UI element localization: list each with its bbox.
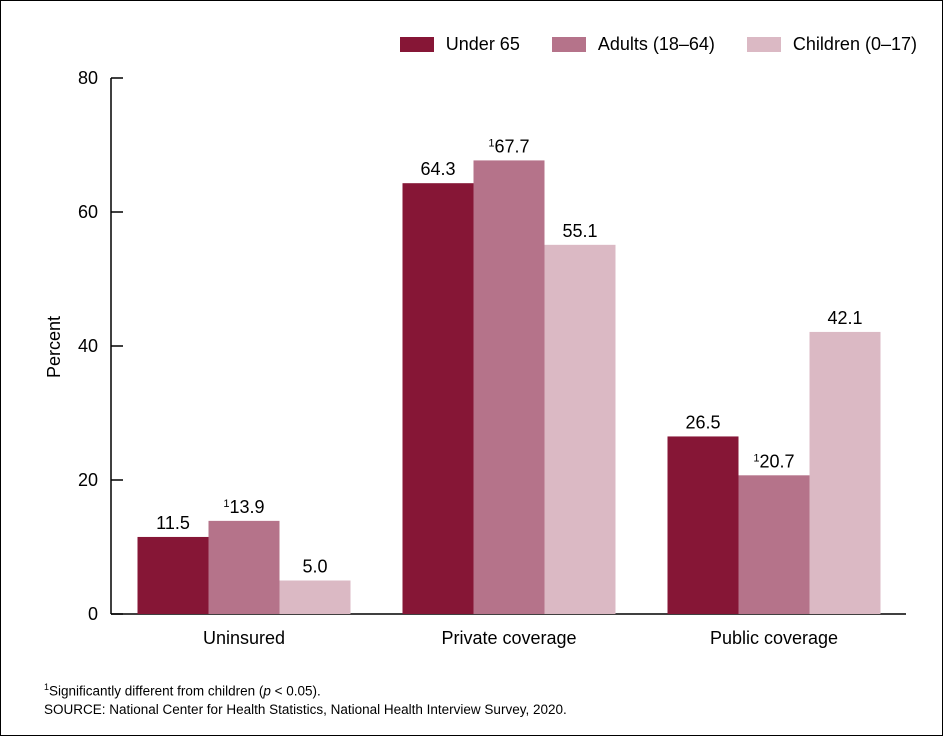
data-label: 167.7 [488,136,529,156]
data-label-value: 13.9 [230,497,265,517]
x-tick-label: Private coverage [441,628,576,648]
significance-text-prefix: Significantly different from children ( [49,683,264,699]
legend-swatch-under-65 [399,36,434,52]
data-label: 11.5 [156,513,190,533]
x-tick-label: Uninsured [203,628,285,648]
legend-swatch-adults [551,36,586,52]
y-tick-label: 40 [78,336,98,356]
bar [809,331,881,614]
legend-swatch-children [746,36,781,52]
bar [738,475,810,614]
x-tick-label: Public coverage [710,628,838,648]
y-tick-label: 0 [88,604,98,624]
footnote-marker: 1 [223,498,229,510]
data-label: 113.9 [223,497,264,517]
legend-item-adults: Adults (18–64) [551,34,715,54]
footnote-marker: 1 [753,452,759,464]
source-note: SOURCE: National Center for Health Stati… [44,701,567,717]
significance-p: p [263,683,271,699]
data-label: 55.1 [562,221,597,241]
legend-label-under-65: Under 65 [445,34,520,54]
chart-marks: 0 20 40 60 80 Uninsured Private coverage Public… [78,68,906,648]
footnotes: 1Significantly different from children (… [44,678,567,719]
legend-label-adults: Adults (18–64) [597,34,715,54]
chart-legend: Under 65 Adults (18–64) Children (0–17) [368,34,917,54]
data-label: 26.5 [685,412,720,432]
data-label-value: 67.7 [495,136,530,156]
y-tick-label: 20 [78,470,98,490]
footnote-marker: 1 [44,682,50,692]
footnote-marker: 1 [488,137,494,149]
significance-text-suffix: < 0.05). [270,683,321,699]
y-tick-label: 80 [78,68,98,88]
bar [544,244,616,614]
data-label: 5.0 [302,557,327,577]
data-label: 64.3 [420,159,455,179]
bar [473,160,545,614]
legend-item-children: Children (0–17) [746,34,917,54]
data-label: 120.7 [753,451,794,471]
legend-item-under-65: Under 65 [399,34,520,54]
data-label-value: 20.7 [760,451,795,471]
significance-note: 1Significantly different from children (… [44,678,567,701]
bar [137,536,209,614]
bar [402,183,474,614]
legend-label-children: Children (0–17) [792,34,917,54]
y-tick-label: 60 [78,202,98,222]
bar [279,580,351,614]
bar [667,436,739,614]
bar [208,520,280,614]
y-axis-label: Percent [44,316,64,378]
data-label: 42.1 [827,308,862,328]
